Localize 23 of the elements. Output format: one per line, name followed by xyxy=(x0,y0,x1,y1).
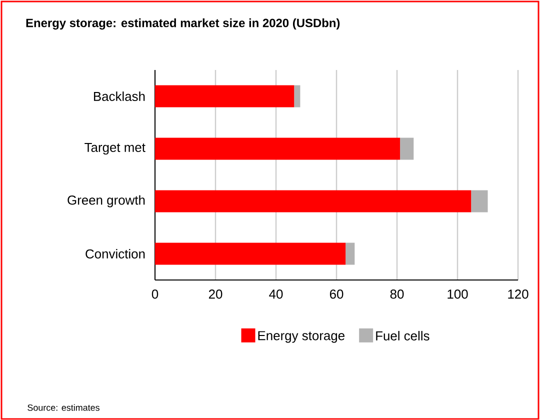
source-note: Source: estimates xyxy=(28,404,100,411)
x-tick-label: 40 xyxy=(269,290,283,299)
x-tick-label: 80 xyxy=(390,290,404,299)
bar xyxy=(155,85,294,108)
x-tick-label: 0 xyxy=(152,290,158,299)
legend-label: Energy storage xyxy=(258,331,344,343)
y-tick-label: Target met xyxy=(84,143,146,155)
y-tick-label: Backlash xyxy=(94,92,145,102)
y-tick-label: Conviction xyxy=(86,249,145,259)
legend-label: Fuel cells xyxy=(376,331,430,341)
x-tick-label: 60 xyxy=(330,290,344,299)
bar xyxy=(155,190,472,212)
bar xyxy=(155,242,346,265)
bar xyxy=(471,190,488,212)
x-tick-label: 100 xyxy=(448,290,468,299)
bar xyxy=(346,242,355,265)
bar xyxy=(294,85,300,108)
x-tick-label: 120 xyxy=(508,290,528,299)
bar xyxy=(400,138,414,160)
y-tick-label: Green growth xyxy=(68,195,145,208)
bar xyxy=(155,138,400,160)
chart-title: Energy storage: estimated market size in 2020 (USDbn) xyxy=(26,18,340,30)
x-tick-label: 20 xyxy=(208,290,222,299)
